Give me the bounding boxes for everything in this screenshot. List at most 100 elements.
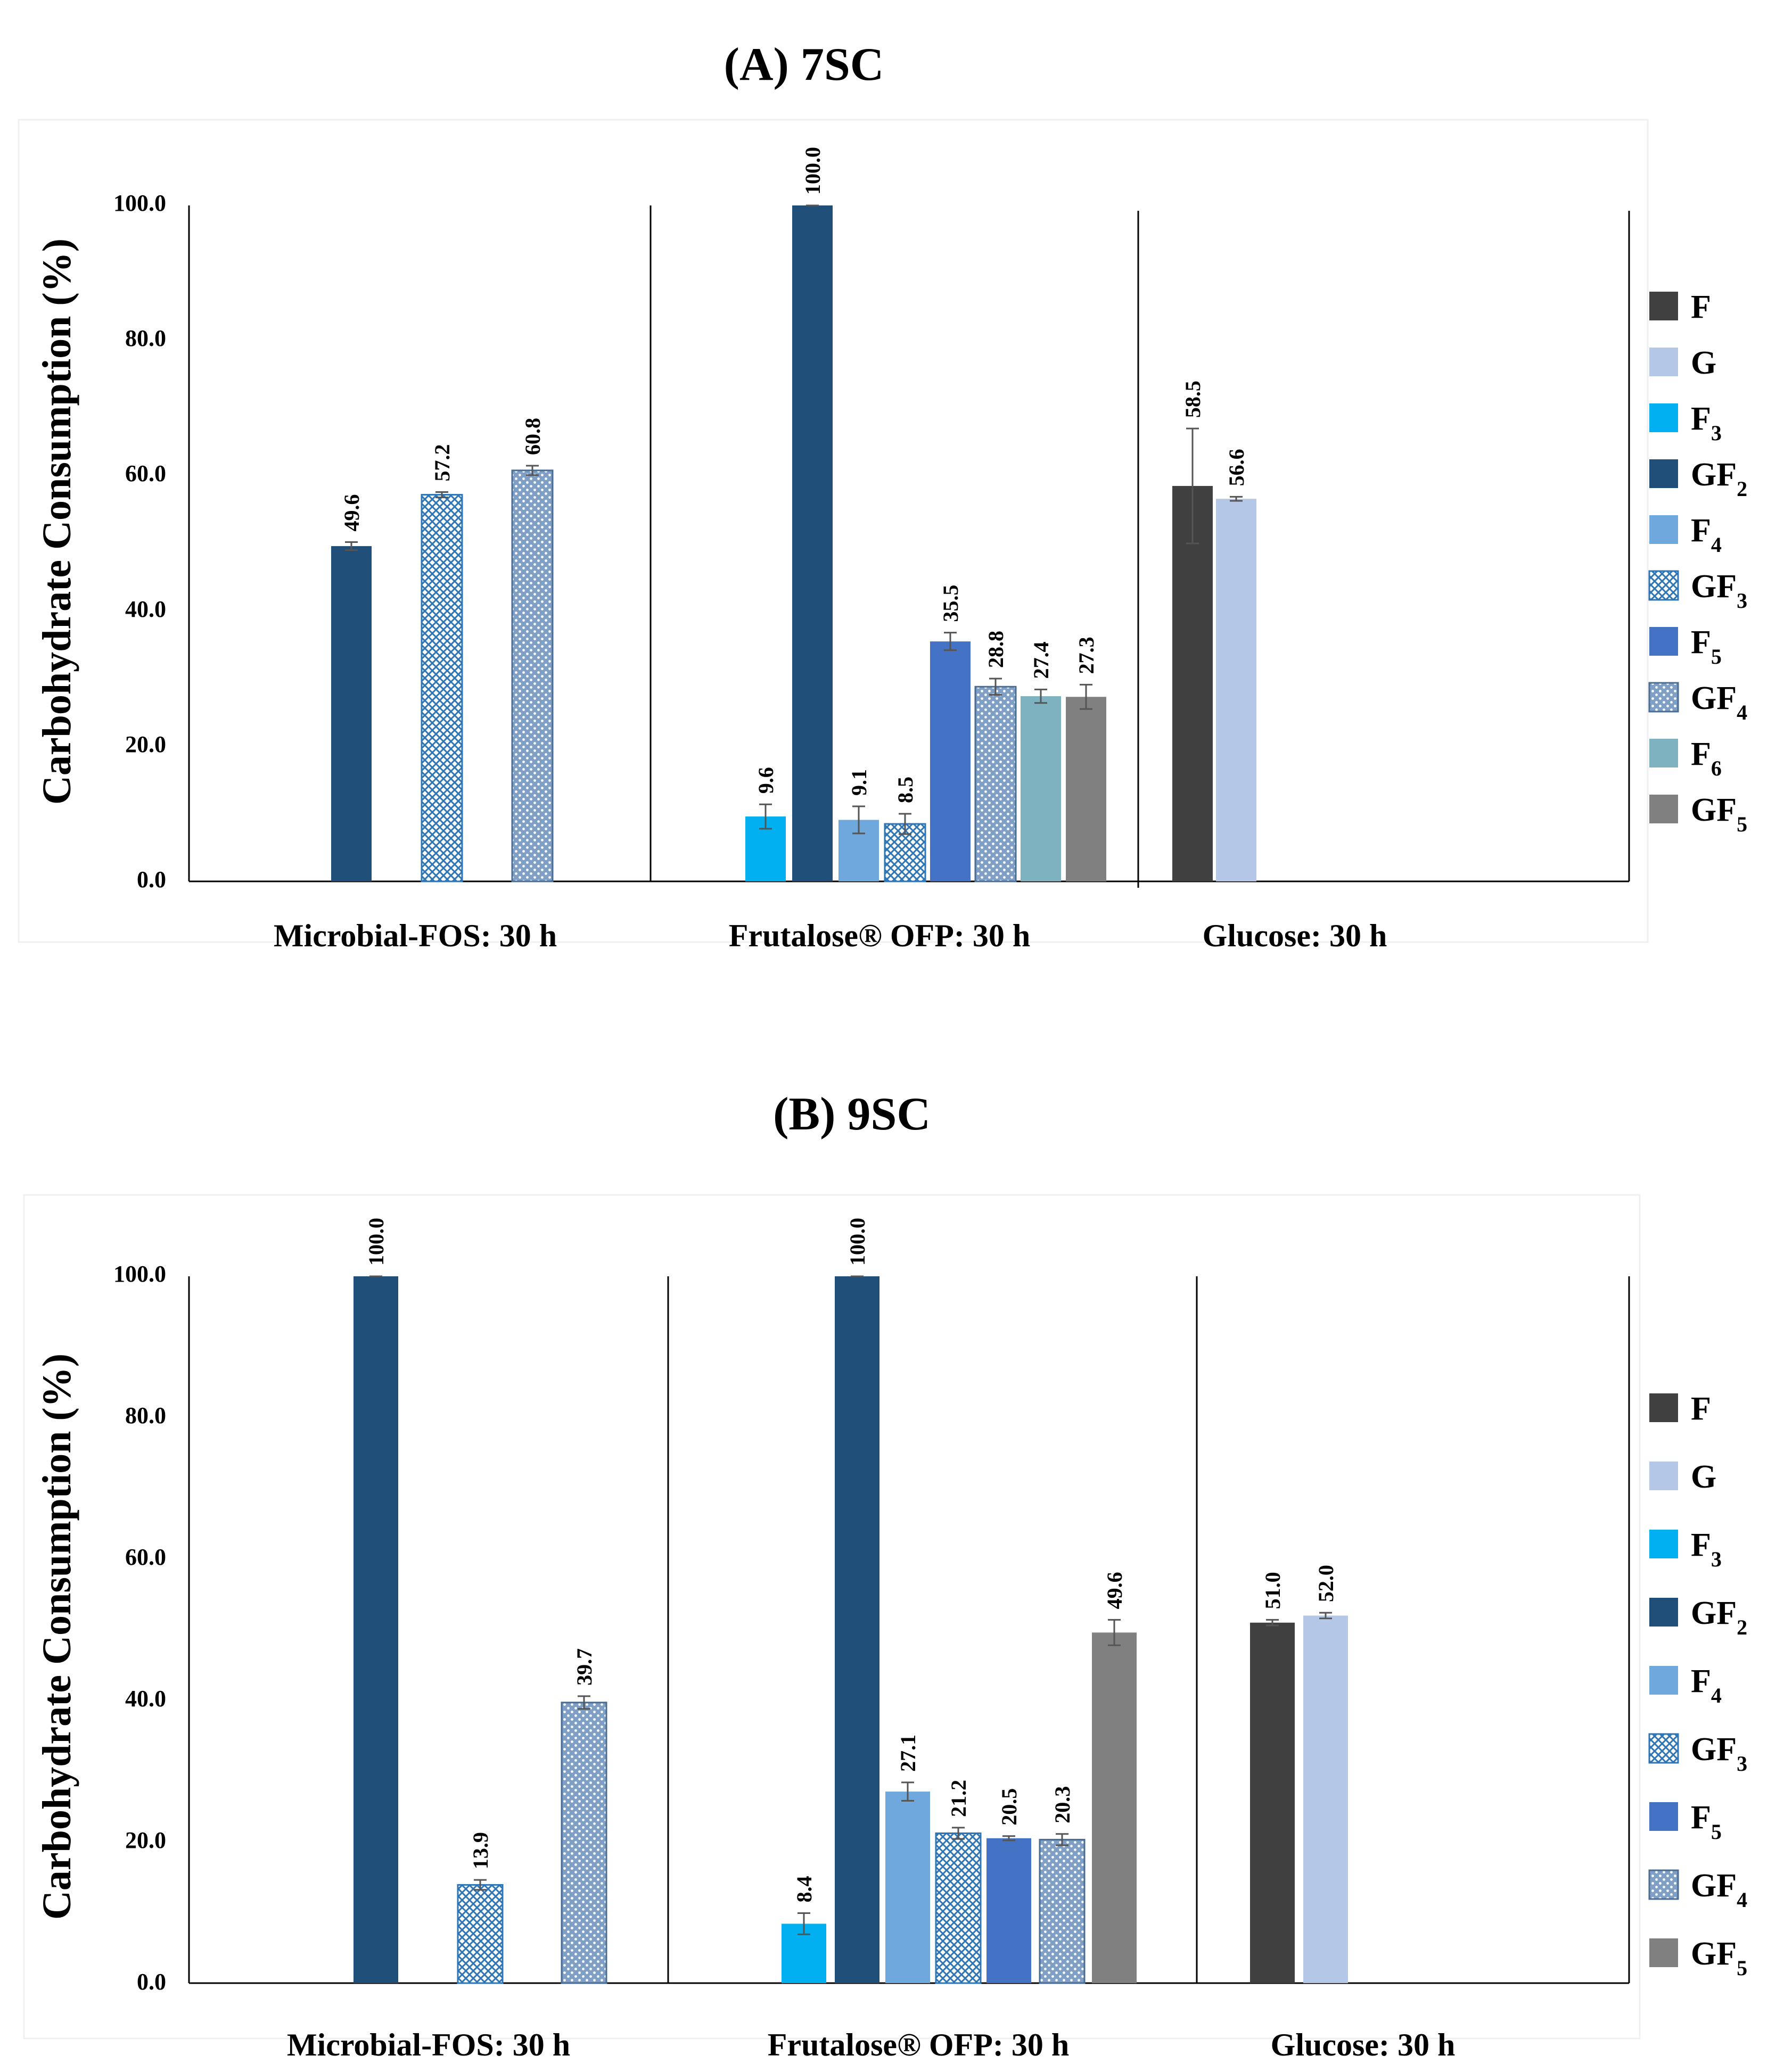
legend-label-gf3: GF3 [1691,1731,1747,1776]
error-bar [578,1695,590,1710]
data-label: 52.0 [1314,1565,1338,1602]
bar-gf3 [421,494,463,882]
y-tick: 20.0 [125,1827,166,1853]
y-tick: 100.0 [113,1261,166,1287]
panel-a-y-ticks: 0.0 20.0 40.0 60.0 80.0 100.0 [113,190,166,893]
y-tick: 20.0 [125,731,166,757]
legend-swatch-gf4 [1648,682,1679,713]
legend-label-f4: F4 [1691,513,1722,557]
legend-label-f5: F5 [1691,624,1722,668]
legend-label-f: F [1691,1391,1711,1427]
legend-swatch-f5 [1649,627,1678,656]
legend-swatch-f [1649,292,1678,320]
panel-a-plot-frame [18,119,1649,943]
bar-f6 [1021,696,1061,881]
legend-label-gf3: GF3 [1691,568,1747,613]
y-tick: 80.0 [125,325,166,351]
panel-a-title: (A) 7SC [724,39,884,90]
data-label: 27.4 [1029,641,1053,679]
error-bar [1034,688,1047,704]
data-label: 8.4 [792,1876,816,1903]
legend-label-f3: F3 [1691,401,1722,445]
data-label: 49.6 [1103,1572,1127,1609]
legend-label-gf4: GF4 [1691,1868,1747,1912]
data-label: 100.0 [801,147,825,195]
legend-swatch-g [1649,1462,1678,1490]
data-label: 58.5 [1181,381,1205,418]
legend-label-f5: F5 [1691,1799,1722,1844]
bar-gf5 [1092,1632,1137,1983]
legend-swatch-gf2 [1649,459,1678,488]
panel-a-group-label-2: Frutalose® OFP: 30 h [729,918,1030,953]
data-label: 49.6 [340,494,364,531]
data-label: 56.6 [1224,449,1248,486]
legend-swatch-gf2 [1649,1598,1678,1627]
bar-f [1250,1622,1295,1983]
error-bar [759,803,772,830]
legend-label-f3: F3 [1691,1527,1722,1571]
legend-swatch-f4 [1649,515,1678,544]
data-label: 27.3 [1074,637,1098,674]
bar-gf3 [935,1832,982,1984]
error-bar [952,1827,965,1840]
bar-g [1216,499,1256,881]
data-label: 8.5 [893,777,917,803]
y-tick: 60.0 [125,1544,166,1570]
panel-b-y-ticks: 0.0 20.0 40.0 60.0 80.0 100.0 [113,1261,166,1995]
data-label: 51.0 [1261,1572,1285,1609]
panel-b-bars: 100.0 13.9 39.7 8.4 100.0 27.1 21.2 20.5 20.3 49.… [353,1218,1348,1984]
panel-b-y-axis-label: Carbohydrate Consumption (%) [35,1353,79,1920]
bar-gf3 [457,1884,504,1984]
error-bar [526,465,539,476]
data-label: 21.2 [947,1780,971,1817]
error-bar [1186,427,1199,544]
panel-b-title: (B) 9SC [773,1088,931,1140]
panel-a: (A) 7SC Carbohydrate Consumption (%) 0.0… [18,39,1747,953]
bar-f [1172,486,1213,881]
legend-label-f6: F6 [1691,736,1722,780]
legend-swatch-gf4 [1648,1869,1679,1900]
data-label: 9.6 [754,767,778,794]
error-bar [899,813,911,835]
error-bar [1266,1619,1279,1627]
bar-gf4 [974,686,1017,882]
y-tick: 80.0 [125,1402,166,1429]
error-bar [798,1912,810,1935]
legend-swatch-gf3 [1648,570,1679,601]
data-label: 20.5 [997,1788,1021,1826]
legend-label-g: G [1691,1459,1716,1495]
y-tick: 0.0 [137,866,166,893]
panel-a-y-axis-label: Carbohydrate Consumption (%) [35,238,79,805]
panel-a-group-label-1: Microbial-FOS: 30 h [274,918,557,953]
data-label: 39.7 [572,1648,596,1686]
data-label: 28.8 [984,631,1008,668]
panel-b-group-label-2: Frutalose® OFP: 30 h [768,2027,1069,2062]
legend-swatch-f6 [1649,739,1678,767]
y-tick: 40.0 [125,596,166,622]
bar-gf2 [331,546,372,881]
error-bar [1080,683,1092,710]
legend-swatch-gf5 [1649,795,1678,823]
error-bar [901,1781,914,1802]
bar-gf2 [835,1276,879,1983]
error-bar [1319,1612,1332,1620]
data-label: 20.3 [1050,1786,1074,1823]
legend-label-gf4: GF4 [1691,680,1747,724]
legend-swatch-gf3 [1648,1733,1679,1764]
data-label: 100.0 [845,1218,869,1266]
error-bar [474,1879,487,1891]
panel-b: (B) 9SC Carbohydrate Consumption (%) 0.0… [23,1088,1747,2062]
legend-label-gf2: GF2 [1691,1595,1747,1639]
data-label: 35.5 [939,585,963,622]
error-bar [944,632,957,651]
error-bar [345,541,358,551]
bar-gf4 [1039,1838,1086,1984]
error-bar [989,678,1002,696]
panel-b-plot-frame [23,1194,1641,2040]
data-label: 27.1 [896,1735,920,1772]
legend-label-gf5: GF5 [1691,1936,1747,1980]
bar-f5 [986,1838,1031,1983]
legend-swatch-f4 [1649,1666,1678,1695]
legend-swatch-gf5 [1649,1938,1678,1967]
